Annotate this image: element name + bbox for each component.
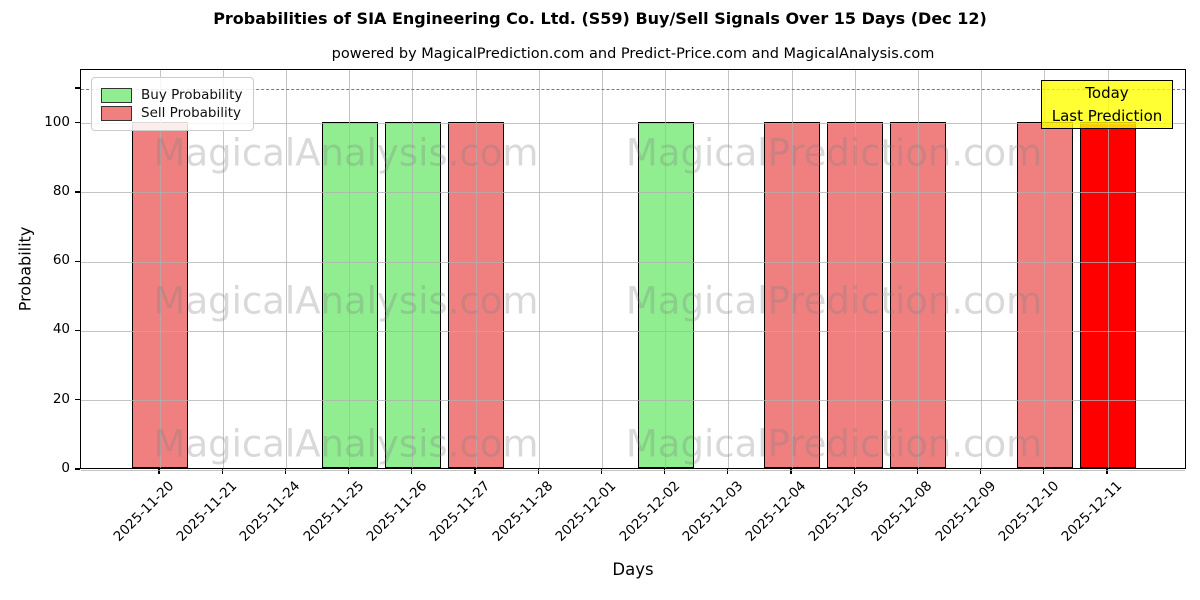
y-axis-label: Probability [15, 226, 35, 312]
y-tick-mark [75, 260, 80, 262]
h-gridline [81, 400, 1185, 402]
x-tick-mark [221, 469, 223, 474]
v-gridline [728, 70, 730, 468]
threshold-dashed-line [81, 89, 1185, 91]
y-tick-label: 40 [52, 321, 70, 338]
x-tick-label: 2025-12-10 [995, 478, 1063, 545]
x-tick-mark [474, 469, 476, 474]
v-gridline [285, 70, 287, 468]
y-tick-mark [75, 191, 80, 193]
v-gridline [601, 70, 603, 468]
today-annotation-line2: Last Prediction [1051, 106, 1163, 125]
x-tick-label: 2025-12-01 [552, 478, 620, 545]
v-gridline [475, 70, 477, 468]
h-gridline [81, 469, 1185, 471]
today-annotation-line1: Today [1085, 84, 1129, 102]
legend-entry: Buy Probability [101, 87, 242, 103]
legend-label: Buy Probability [141, 87, 243, 103]
chart-title: Probabilities of SIA Engineering Co. Ltd… [213, 9, 987, 28]
v-gridline [349, 70, 351, 468]
x-tick-label: 2025-12-04 [742, 478, 810, 545]
x-tick-label: 2025-11-28 [489, 478, 557, 545]
v-gridline [1107, 70, 1109, 468]
x-tick-mark [537, 469, 539, 474]
v-gridline [412, 70, 414, 468]
x-tick-label: 2025-11-20 [110, 478, 178, 545]
legend: Buy Probability Sell Probability [91, 77, 255, 131]
y-tick-label: 0 [61, 460, 70, 476]
x-tick-mark [1043, 469, 1045, 474]
legend-label: Sell Probability [141, 105, 242, 121]
y-tick-mark [75, 329, 80, 332]
x-tick-label: 2025-12-05 [805, 478, 873, 545]
x-tick-label: 2025-11-24 [236, 478, 304, 545]
y-tick-mark [75, 399, 80, 401]
y-tick-label: 20 [52, 390, 70, 407]
h-gridline [81, 261, 1185, 263]
x-tick-label: 2025-12-11 [1058, 478, 1126, 545]
watermark-text: MagicalPrediction.com [625, 279, 1043, 323]
x-tick-mark [980, 469, 982, 474]
y-tick-mark [75, 87, 80, 89]
x-tick-label: 2025-11-27 [426, 478, 494, 545]
legend-swatch [101, 105, 132, 121]
plot-area: MagicalAnalysis.com MagicalPrediction.com… [80, 69, 1186, 471]
x-axis-label: Days [612, 560, 654, 579]
x-tick-mark [916, 469, 918, 474]
x-tick-mark [1106, 469, 1108, 474]
y-tick-label: 100 [44, 113, 70, 130]
x-tick-label: 2025-12-08 [868, 478, 936, 545]
today-annotation-box: Today Last Prediction [1041, 80, 1173, 129]
x-tick-mark [348, 469, 350, 474]
x-tick-mark [284, 469, 286, 474]
h-gridline [81, 330, 1185, 332]
v-gridline [917, 70, 919, 468]
legend-swatch [101, 87, 132, 103]
v-gridline [665, 70, 667, 468]
v-gridline [538, 70, 540, 468]
x-tick-mark [853, 469, 855, 474]
legend-entry: Sell Probability [101, 105, 242, 121]
x-tick-label: 2025-11-21 [173, 478, 241, 545]
y-tick-label: 80 [52, 182, 70, 199]
x-tick-mark [664, 469, 666, 474]
y-tick-mark [75, 122, 80, 124]
watermark-text: MagicalAnalysis.com [153, 131, 539, 175]
x-tick-mark [600, 469, 602, 474]
h-gridline [81, 123, 1185, 125]
x-tick-mark [411, 469, 413, 474]
v-gridline [854, 70, 856, 468]
watermark-text: MagicalPrediction.com [625, 131, 1043, 175]
y-tick-mark [75, 468, 80, 470]
v-gridline [159, 70, 161, 468]
v-gridline [791, 70, 793, 468]
x-tick-mark [727, 469, 729, 474]
watermark-text: MagicalAnalysis.com [153, 279, 539, 323]
y-tick-label: 60 [52, 252, 70, 269]
v-gridline [981, 70, 983, 468]
x-tick-label: 2025-11-26 [363, 478, 431, 545]
watermark-text: MagicalAnalysis.com [153, 422, 539, 466]
v-gridline [222, 70, 224, 468]
x-tick-label: 2025-12-02 [616, 478, 683, 545]
x-tick-label: 2025-12-03 [679, 478, 747, 545]
x-tick-mark [158, 469, 160, 474]
watermark-text: MagicalPrediction.com [625, 422, 1043, 466]
x-tick-mark [790, 469, 792, 474]
x-tick-label: 2025-11-25 [300, 478, 367, 545]
chart-subtitle: powered by MagicalPrediction.com and Pre… [331, 46, 935, 62]
v-gridline [1044, 70, 1046, 468]
h-gridline [81, 192, 1185, 194]
x-tick-label: 2025-12-09 [932, 478, 999, 545]
